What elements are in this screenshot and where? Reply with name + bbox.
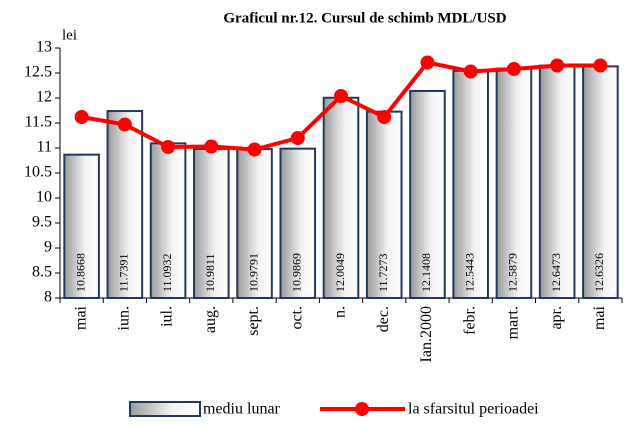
y-axis-label: lei [62, 27, 77, 43]
line-marker [420, 55, 435, 70]
y-tick-label: 10 [36, 189, 52, 206]
x-tick-label: mai [72, 305, 89, 330]
bar [582, 65, 619, 300]
value-label: 10.9811 [203, 253, 217, 292]
y-tick-label: 11.5 [25, 114, 52, 131]
y-tick-label: 8.5 [32, 264, 52, 281]
line-marker [204, 139, 219, 154]
x-tick-label: sept. [245, 306, 262, 336]
bar [322, 96, 360, 299]
value-label: 10.9869 [290, 253, 304, 292]
line-marker [506, 62, 521, 76]
value-label: 10.9791 [246, 253, 260, 292]
legend: mediu lunar la sfarsitul perioadei [129, 401, 539, 418]
y-tick-label: 9.5 [32, 214, 52, 231]
line-marker [463, 64, 478, 79]
x-tick-label: iun. [116, 306, 133, 330]
y-tick-label: 12 [36, 89, 52, 106]
bar [149, 142, 187, 299]
line-marker [74, 110, 89, 124]
value-label: 12.0049 [333, 253, 347, 292]
y-tick-label: 10.5 [24, 164, 52, 181]
legend-swatch [129, 401, 201, 417]
value-label: 12.6326 [592, 253, 606, 292]
x-tick-label: n. [332, 306, 349, 318]
legend-marker [355, 402, 369, 416]
line-marker [117, 117, 132, 132]
y-tick-label: 9 [44, 239, 52, 256]
line-marker [550, 58, 565, 73]
y-tick-label: 8 [44, 289, 52, 306]
value-label: 12.5443 [462, 253, 476, 292]
bar [106, 110, 144, 299]
x-tick-label: oct. [288, 306, 305, 330]
bar [63, 153, 100, 299]
x-tick-label: mai [591, 305, 608, 330]
value-label: 12.5879 [506, 253, 520, 292]
bar [365, 110, 403, 300]
bar [495, 67, 533, 300]
bar [279, 147, 317, 299]
x-tick-label: dec. [375, 306, 392, 332]
value-label: 11.7273 [376, 253, 390, 292]
line-marker [247, 142, 262, 157]
x-tick-label: apr. [548, 306, 565, 330]
bar [236, 148, 273, 299]
x-tick-label: iul. [159, 306, 176, 327]
x-tick-label: aug. [202, 306, 219, 333]
bar [538, 64, 576, 300]
chart-title: Graficul nr.12. Cursul de schimb MDL/USD [223, 10, 506, 26]
value-label: 12.1408 [419, 253, 433, 292]
line-marker [377, 110, 392, 124]
y-tick-label: 13 [36, 39, 52, 56]
y-tick-label: 12.5 [24, 64, 52, 81]
value-label: 12.6473 [549, 253, 563, 292]
line-marker [290, 131, 305, 145]
line-marker [593, 58, 608, 73]
bar [409, 89, 446, 299]
value-label: 11.0932 [160, 253, 174, 292]
bar [452, 69, 489, 299]
value-label: 11.7391 [117, 253, 131, 292]
legend-label: la sfarsitul perioadei [408, 401, 539, 418]
x-tick-label: febr. [461, 306, 478, 335]
y-tick-label: 11 [37, 139, 52, 156]
legend-label: mediu lunar [203, 401, 281, 418]
line-marker [161, 140, 176, 154]
x-tick-label: Ian.2000 [418, 306, 435, 362]
line-marker [334, 89, 348, 103]
value-label: 10.8668 [73, 253, 87, 292]
x-tick-label: mart. [505, 306, 522, 339]
